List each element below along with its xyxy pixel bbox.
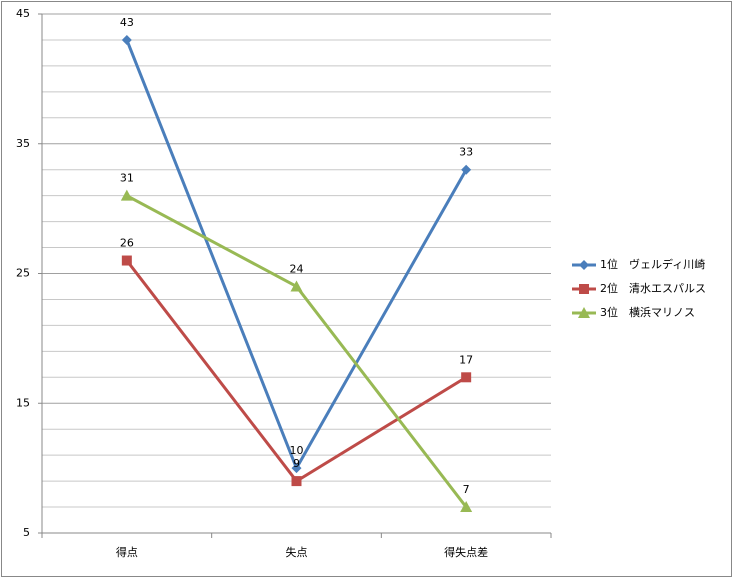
- data-label: 26: [120, 237, 134, 250]
- y-tick-label: 45: [16, 7, 30, 20]
- point-marker: [120, 189, 133, 201]
- point-marker: [461, 372, 472, 383]
- point-marker: [290, 280, 303, 292]
- data-label: 7: [463, 483, 470, 496]
- data-label: 10: [290, 444, 304, 457]
- y-tick-label: 5: [23, 526, 30, 539]
- y-tick-label: 15: [16, 396, 30, 409]
- data-label: 9: [293, 457, 300, 470]
- x-tick-label: 得失点差: [444, 545, 488, 559]
- legend-marker: [578, 307, 590, 318]
- legend-marker: [579, 284, 589, 294]
- data-label: 33: [459, 146, 473, 159]
- data-label: 31: [120, 172, 134, 185]
- point-marker: [461, 164, 472, 175]
- point-marker: [291, 476, 302, 487]
- point-marker: [460, 501, 473, 513]
- point-marker: [291, 463, 302, 474]
- legend-marker: [579, 260, 589, 270]
- legend-label: 3位 横浜マリノス: [600, 305, 695, 319]
- x-tick-label: 得点: [116, 546, 138, 559]
- point-marker: [121, 255, 132, 266]
- y-tick-label: 25: [16, 267, 30, 280]
- legend-label: 2位 清水エスパルス: [600, 281, 706, 295]
- point-marker: [121, 34, 132, 45]
- data-label: 17: [459, 353, 473, 366]
- x-tick-label: 失点: [286, 546, 308, 559]
- y-tick-label: 35: [16, 137, 30, 150]
- data-label: 43: [120, 16, 134, 29]
- data-label: 24: [290, 262, 304, 275]
- legend-label: 1位 ヴェルディ川崎: [600, 257, 705, 271]
